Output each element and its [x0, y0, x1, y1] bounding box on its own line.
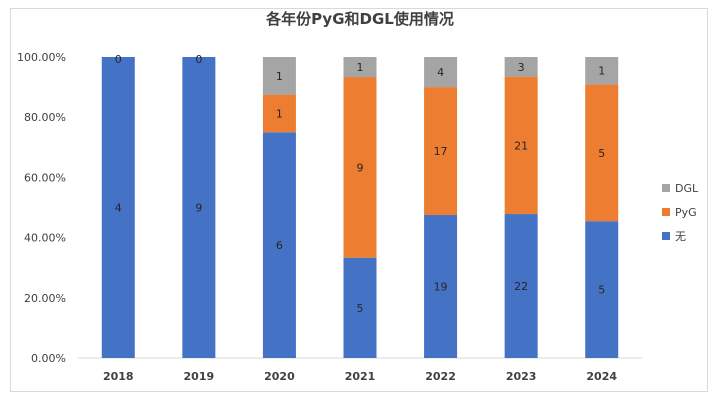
bar-segment	[262, 132, 296, 358]
bar-segment	[343, 77, 377, 258]
x-tick-label: 2022	[425, 370, 456, 383]
data-label: 5	[598, 284, 605, 297]
bar-segment	[343, 257, 377, 358]
data-label: 9	[357, 161, 364, 174]
y-tick-label: 80.00%	[24, 111, 66, 124]
legend-label: 无	[675, 230, 686, 243]
legend-swatch	[662, 208, 670, 216]
data-label: 0	[195, 53, 202, 66]
bars: 4 0 9 0 6 1 1 5 9 1 19 17 4 22 21 3 5 5 1	[101, 53, 619, 358]
data-label: 9	[195, 202, 202, 215]
data-label: 21	[514, 139, 528, 152]
x-tick-label: 2024	[586, 370, 617, 383]
data-label: 6	[276, 239, 283, 252]
x-tick-label: 2023	[506, 370, 537, 383]
y-tick-label: 100.00%	[17, 51, 66, 64]
legend-label: DGL	[675, 182, 699, 195]
x-tick-label: 2019	[184, 370, 215, 383]
data-label: 5	[357, 302, 364, 315]
legend: DGL PyG 无	[662, 182, 699, 243]
bar-segment	[424, 57, 458, 88]
data-label: 4	[437, 66, 444, 79]
legend-swatch	[662, 232, 670, 240]
x-tick-label: 2018	[103, 370, 134, 383]
y-tick-label: 0.00%	[31, 352, 66, 365]
bar-segment	[504, 76, 538, 215]
data-label: 19	[434, 281, 448, 294]
bar-segment	[424, 215, 458, 358]
bar-segment	[262, 57, 296, 95]
bar-segment	[585, 57, 619, 85]
data-label: 1	[276, 70, 283, 83]
data-label: 4	[115, 202, 122, 215]
legend-swatch	[662, 184, 670, 192]
bar-segment	[424, 87, 458, 216]
data-label: 22	[514, 280, 528, 293]
x-tick-label: 2020	[264, 370, 295, 383]
y-tick-label: 20.00%	[24, 292, 66, 305]
bar-segment	[585, 84, 619, 222]
data-label: 1	[598, 65, 605, 78]
bar-segment	[262, 94, 296, 133]
chart-title: 各年份PyG和DGL使用情况	[266, 10, 454, 28]
bar-segment	[504, 57, 538, 77]
bar-segment	[182, 57, 216, 358]
y-tick-label: 60.00%	[24, 171, 66, 184]
data-label: 17	[434, 145, 448, 158]
bar-segment	[101, 57, 135, 358]
data-label: 3	[518, 61, 525, 74]
bar-segment	[585, 221, 619, 358]
data-label: 1	[276, 107, 283, 120]
y-tick-label: 40.00%	[24, 232, 66, 245]
data-label: 1	[357, 61, 364, 74]
data-label: 0	[115, 53, 122, 66]
legend-label: PyG	[675, 206, 697, 219]
x-axis: 2018 2019 2020 2021 2022 2023 2024	[103, 370, 617, 383]
bar-segment	[504, 214, 538, 358]
x-tick-label: 2021	[345, 370, 376, 383]
data-label: 5	[598, 147, 605, 160]
bar-segment	[343, 57, 377, 78]
